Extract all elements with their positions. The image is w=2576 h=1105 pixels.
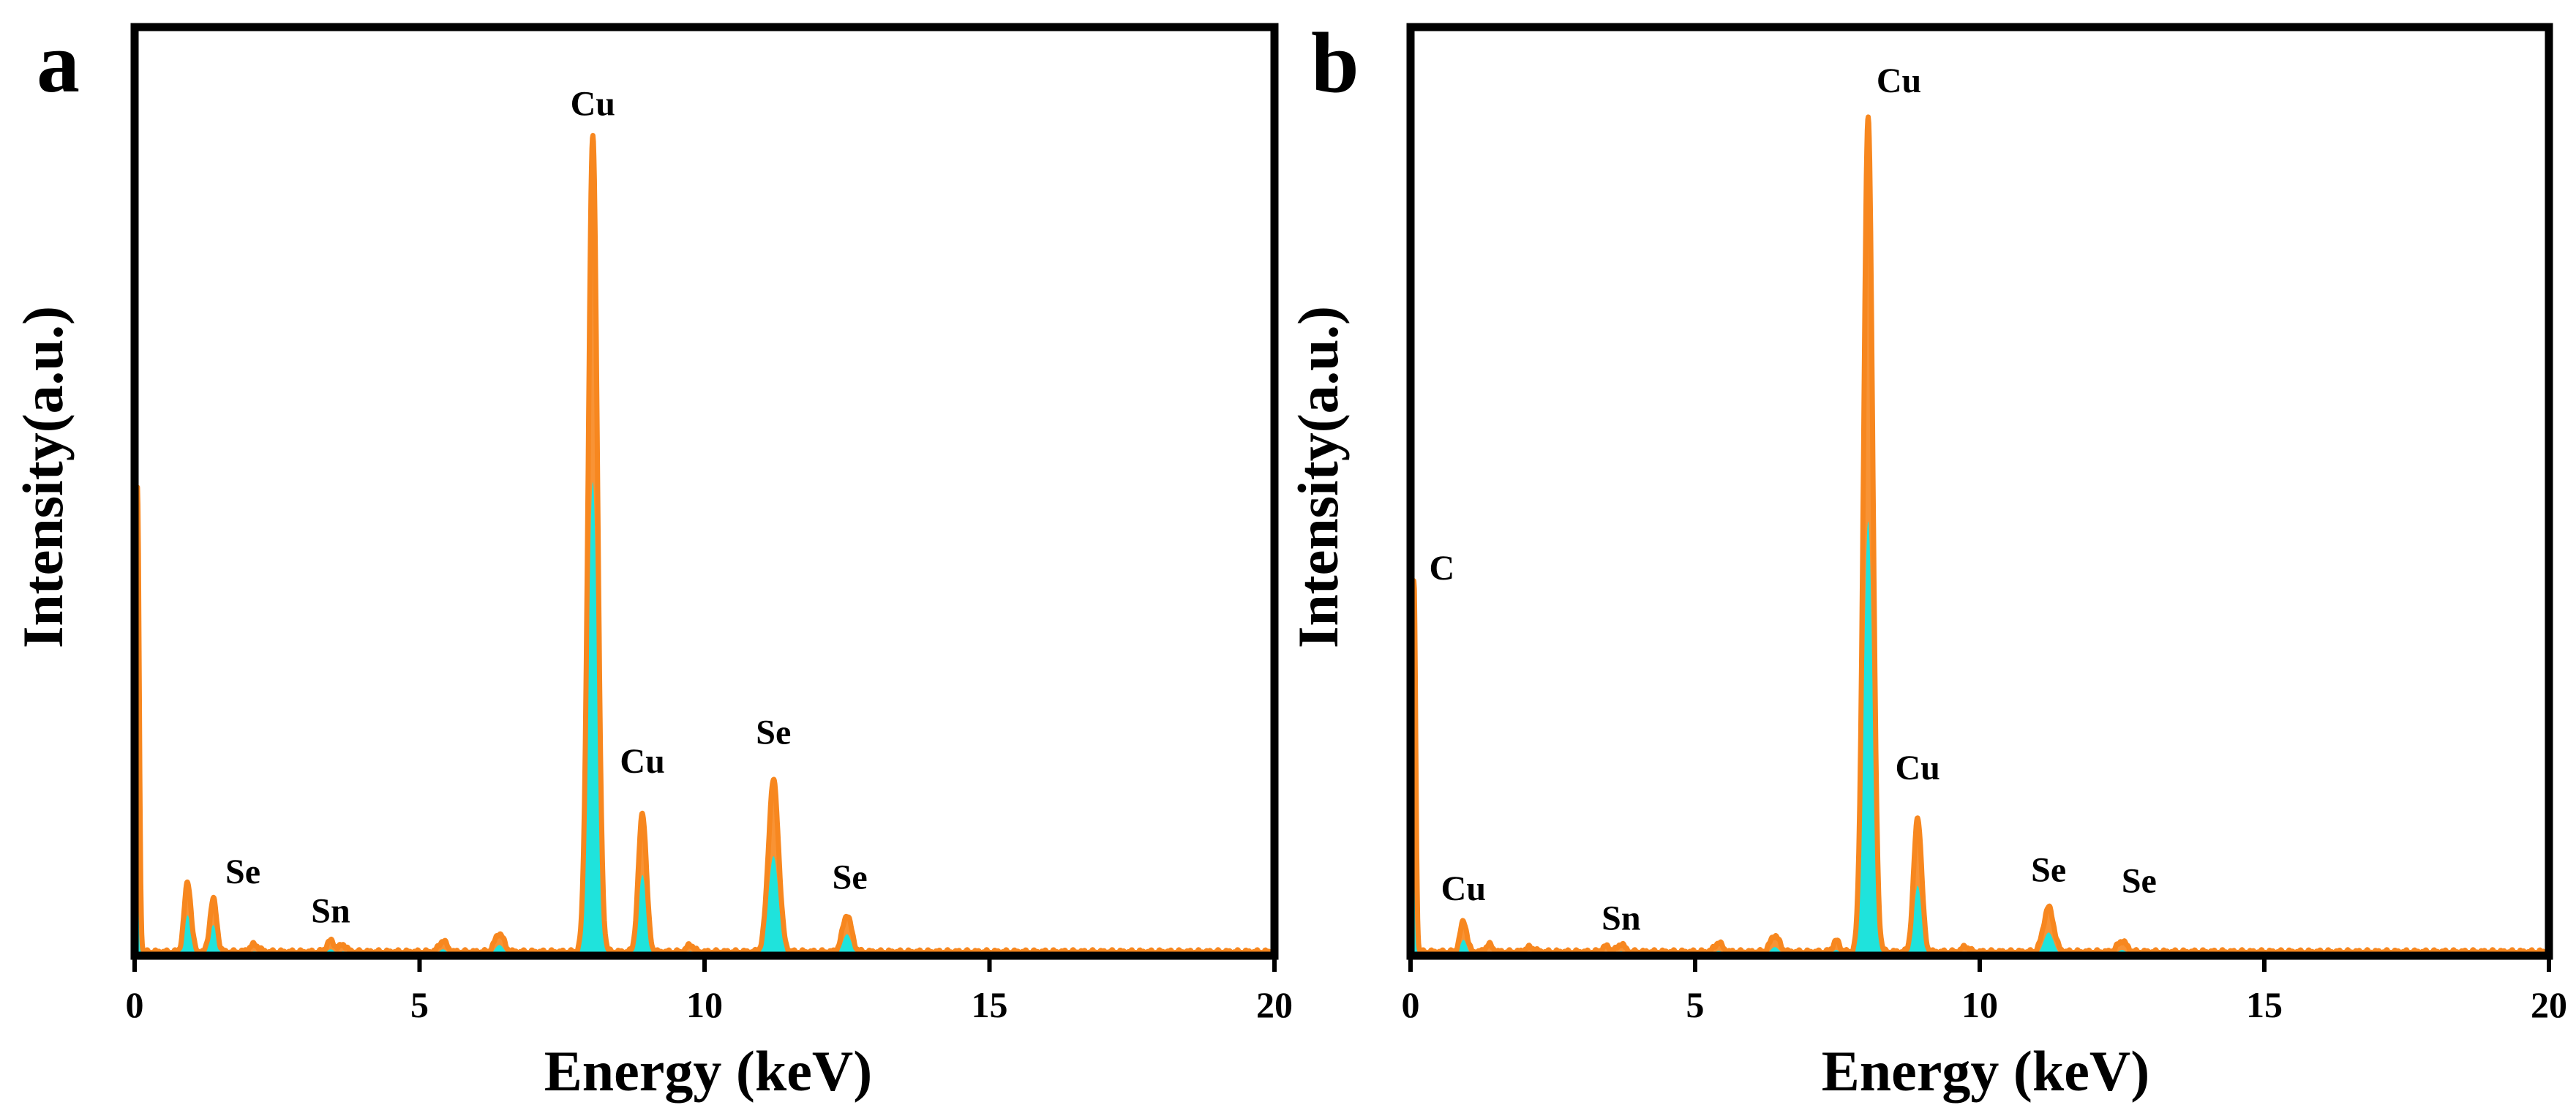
peak-label: Se xyxy=(2031,850,2066,889)
x-tick-label: 15 xyxy=(2246,984,2283,1025)
peak-label: Cu xyxy=(1441,869,1486,908)
panel-b-xlabel: Energy (keV) xyxy=(1822,1039,2149,1103)
peak-label: Sn xyxy=(311,891,350,930)
spectrum-fill-area xyxy=(135,482,1274,956)
spectrum-envelope-area xyxy=(135,135,1274,956)
panel-b-letter: b xyxy=(1311,15,1359,110)
peak-label: Se xyxy=(756,713,791,752)
x-tick-label: 10 xyxy=(686,984,723,1025)
peak-label: Se xyxy=(225,853,260,891)
peak-label: Cu xyxy=(1877,61,1921,100)
x-tick-label: 5 xyxy=(410,984,429,1025)
peak-label: Se xyxy=(833,858,868,897)
peak-label: C xyxy=(1429,549,1454,588)
spectrum-line xyxy=(1408,114,2551,957)
spectrum-envelope-area xyxy=(1411,116,2549,956)
plot-frame xyxy=(1406,23,2553,960)
panel-b: b Intensity(a.u.) Energy (keV) 0 5 10 15 20 C… xyxy=(1286,15,2567,1103)
spectrum-fill-area xyxy=(1411,521,2549,956)
plot-frame xyxy=(130,23,1279,960)
panel-a: a Intensity(a.u.) Energy (keV) 0 5 10 15 20 C… xyxy=(11,15,1293,1103)
peak-label: Cu xyxy=(571,85,615,124)
x-tick-label: 0 xyxy=(1402,984,1420,1025)
peak-label: Se xyxy=(2122,862,2157,901)
peak-label: Cu xyxy=(620,742,664,781)
peak-label: Cu xyxy=(1896,749,1940,787)
x-tick-label: 20 xyxy=(1256,984,1293,1025)
panel-b-plot-area: 0 5 10 15 20 Cu C Cu Cu Sn Se Se xyxy=(1402,23,2567,1025)
panel-a-letter: a xyxy=(37,15,80,110)
peak-label: Sn xyxy=(1601,899,1640,937)
x-tick-label: 20 xyxy=(2531,984,2567,1025)
x-tick-label: 15 xyxy=(972,984,1008,1025)
panel-a-xlabel: Energy (keV) xyxy=(544,1039,872,1103)
x-tick-label: 10 xyxy=(1961,984,1998,1025)
x-tick-label: 5 xyxy=(1686,984,1705,1025)
x-tick-label: 0 xyxy=(126,984,144,1025)
panel-b-ylabel: Intensity(a.u.) xyxy=(1286,306,1350,648)
panel-a-ylabel: Intensity(a.u.) xyxy=(11,306,75,648)
spectrum-line xyxy=(132,132,1277,957)
panel-a-plot-area: 0 5 10 15 20 Cu Cu Se Sn Se Se xyxy=(126,23,1293,1025)
